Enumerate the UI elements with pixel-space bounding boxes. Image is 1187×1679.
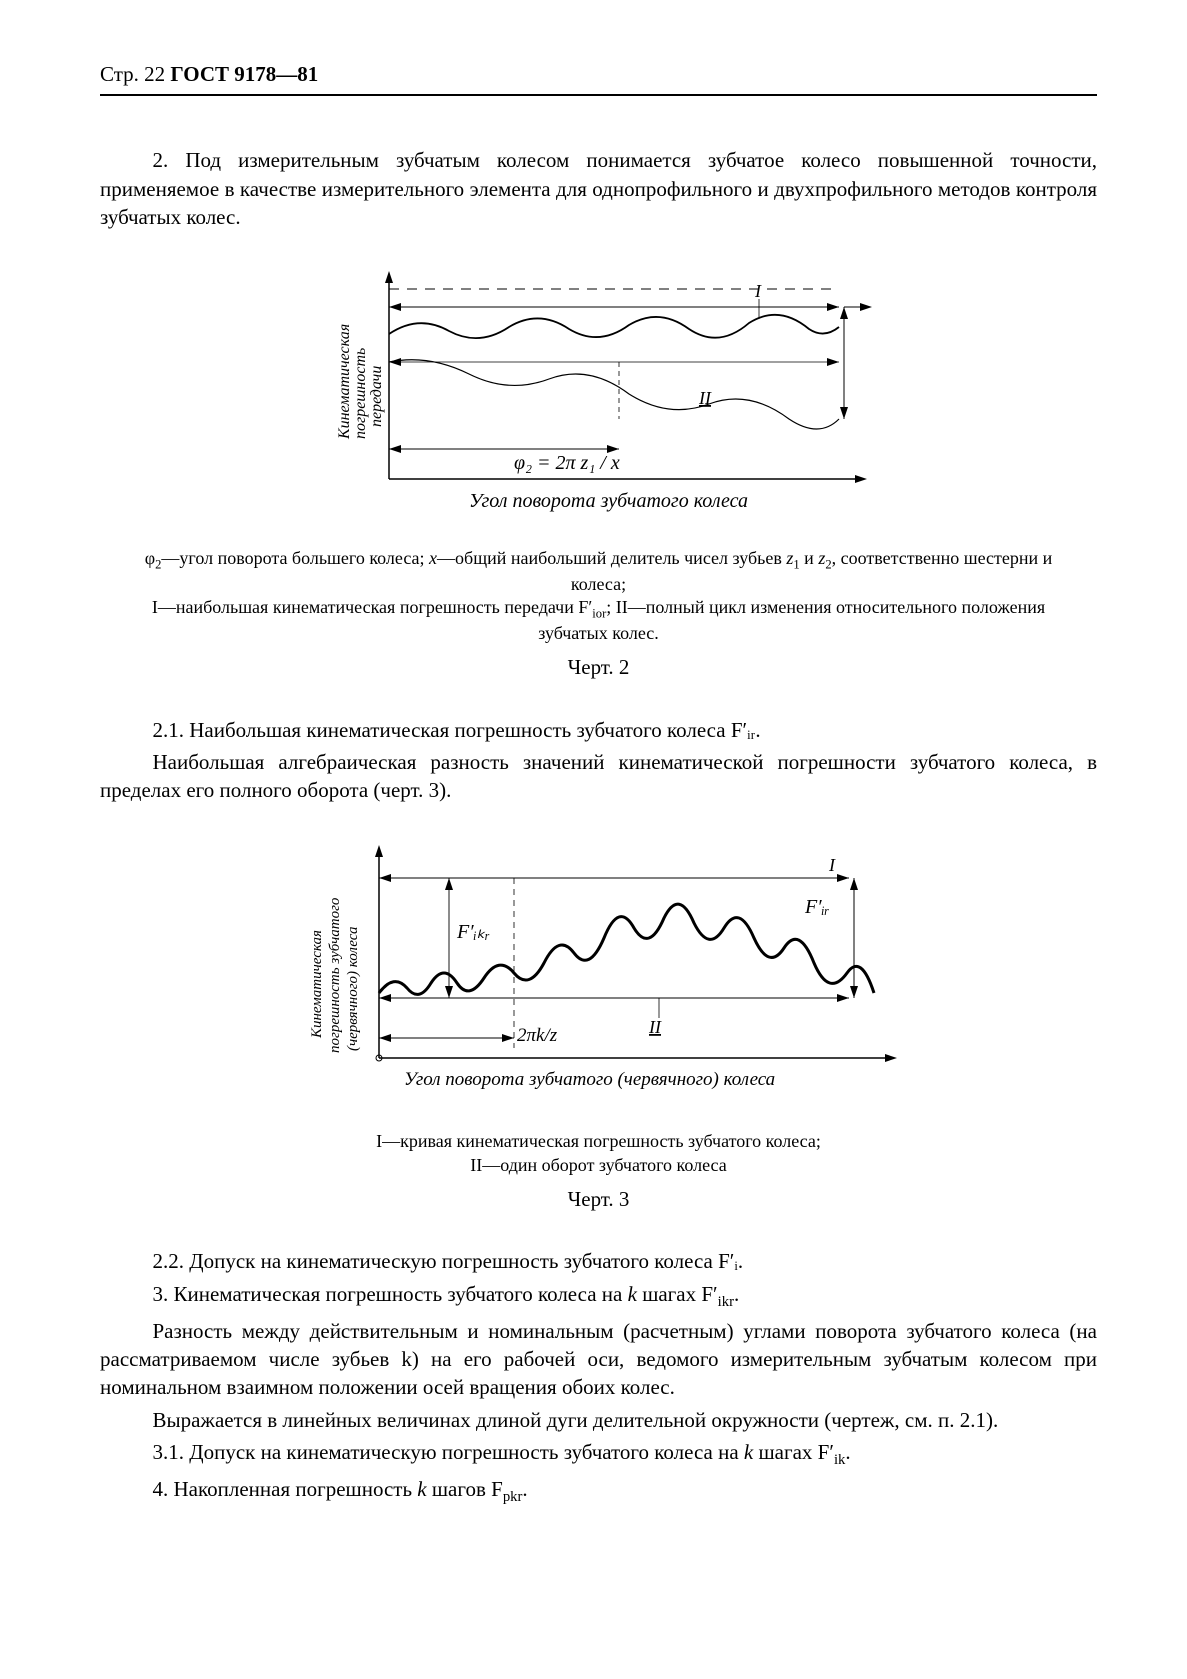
fig2-xlabel: Угол поворота зубчатого колеса: [469, 490, 748, 512]
paragraph-3a: Разность между действительным и номиналь…: [100, 1317, 1097, 1402]
fig3-xlabel: Угол поворота зубчатого (червячного) кол…: [404, 1069, 775, 1090]
fig2-ylabel-3: передачи: [368, 366, 385, 427]
fig3-ylabel-3: (червячного) колеса: [345, 926, 361, 1051]
gost-code: ГОСТ 9178—81: [170, 62, 318, 86]
chart-2-svg: I II φ₂ = 2π z₁ / x Угол поворота з: [319, 259, 879, 519]
fig3-formula: 2πk/z: [517, 1025, 558, 1046]
fig3-label-I: I: [828, 855, 836, 875]
fig3-ylabel-1: Кинематическая: [309, 930, 325, 1039]
figure-2: I II φ₂ = 2π z₁ / x Угол поворота з: [100, 259, 1097, 526]
fig3-label-II: II: [648, 1017, 662, 1037]
figure-2-label: Черт. 2: [100, 653, 1097, 681]
fig2-label-I: I: [754, 281, 762, 301]
figure-3: I II F′ᵢᵣ F′ᵢₖᵣ 2πk/z: [100, 833, 1097, 1110]
fig2-ylabel-1: Кинематическая: [336, 324, 353, 440]
fig2-formula: φ₂ = 2π z₁ / x: [514, 452, 620, 474]
fig3-fikr: F′ᵢₖᵣ: [456, 921, 490, 943]
figure-3-label: Черт. 3: [100, 1185, 1097, 1213]
paragraph-3-1: 3.1. Допуск на кинематическую погрешност…: [100, 1438, 1097, 1471]
figure-2-caption: φ2—угол поворота большего колеса; x—общи…: [130, 547, 1067, 646]
paragraph-2-2: 2.2. Допуск на кинематическую погрешност…: [100, 1247, 1097, 1275]
paragraph-2-1-a: 2.1. Наибольшая кинематическая погрешнос…: [100, 716, 1097, 744]
fig2-label-II: II: [698, 388, 712, 408]
page-number: 22: [144, 62, 165, 86]
paragraph-2: 2. Под измерительным зубчатым колесом по…: [100, 146, 1097, 231]
fig2-ylabel-2: погрешность: [352, 348, 369, 439]
paragraph-3: 3. Кинематическая погрешность зубчатого …: [100, 1280, 1097, 1313]
paragraph-4: 4. Накопленная погрешность k шагов Fpkr.: [100, 1475, 1097, 1508]
fig3-ylabel-2: погрешность зубчатого: [327, 897, 343, 1053]
document-page: Стр. 22 ГОСТ 9178—81 2. Под измерительны…: [0, 0, 1187, 1679]
page-prefix: Стр.: [100, 62, 139, 86]
paragraph-3b: Выражается в линейных величинах длиной д…: [100, 1406, 1097, 1434]
page-header: Стр. 22 ГОСТ 9178—81: [100, 60, 1097, 96]
fig3-fir: F′ᵢᵣ: [804, 896, 830, 918]
chart-3-svg: I II F′ᵢᵣ F′ᵢₖᵣ 2πk/z: [289, 833, 909, 1103]
paragraph-2-1-b: Наибольшая алгебраическая разность значе…: [100, 748, 1097, 805]
figure-3-caption: I—кривая кинематическая погрешность зубч…: [130, 1130, 1067, 1177]
